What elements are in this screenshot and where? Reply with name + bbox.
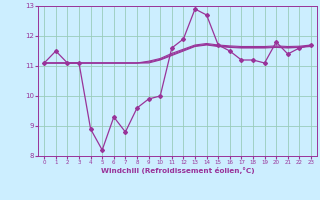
X-axis label: Windchill (Refroidissement éolien,°C): Windchill (Refroidissement éolien,°C) [101,167,254,174]
